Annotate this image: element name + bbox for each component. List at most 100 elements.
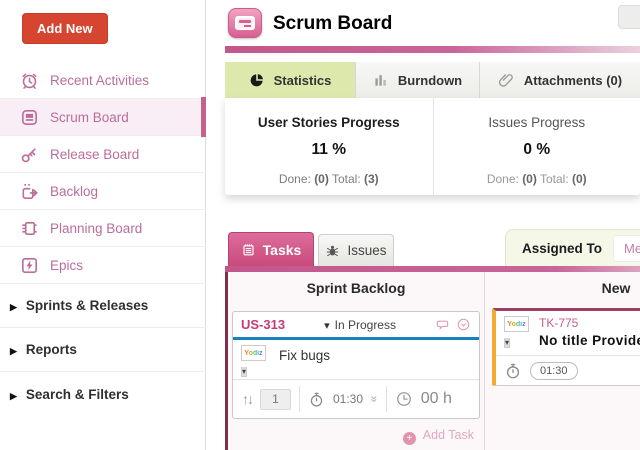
stopwatch-icon: [308, 391, 325, 408]
order-input[interactable]: 1: [260, 388, 291, 410]
sidebar-item-release-board[interactable]: Release Board: [0, 136, 206, 173]
card-id[interactable]: TK-775: [539, 316, 579, 330]
sidebar-item-planning-board[interactable]: Planning Board: [0, 210, 206, 247]
avatar-word: Yodiz: [507, 320, 526, 328]
avatar-dropdown-icon: [241, 367, 248, 377]
paperclip-icon: [498, 72, 515, 89]
expand-arrow-icon: [10, 342, 17, 357]
plus-circle-icon: +: [403, 432, 416, 445]
column-title: Sprint Backlog: [306, 280, 406, 296]
tab-burndown[interactable]: Burndown: [355, 62, 479, 98]
stat-done-total: Done: (0) Total: (3): [225, 172, 433, 186]
double-chevron-icon[interactable]: »: [367, 395, 382, 403]
expand-arrow-icon: [10, 298, 17, 313]
page-title: Scrum Board: [273, 13, 393, 34]
comment-icon[interactable]: [435, 317, 450, 332]
yodiz-logo-icon: Yodiz: [241, 345, 266, 361]
bar-chart-icon: [373, 72, 389, 88]
divider: [385, 386, 387, 412]
tab-label: Statistics: [273, 72, 332, 88]
board-accent-bar: [225, 266, 640, 272]
done-value: (0): [314, 172, 329, 186]
status-dropdown[interactable]: In Progress: [324, 318, 396, 332]
tab-statistics[interactable]: Statistics: [225, 62, 355, 107]
total-label: Total:: [539, 172, 569, 186]
stat-percent: 11 %: [311, 141, 346, 158]
add-task-link[interactable]: + Add Task: [232, 428, 480, 445]
sidebar-nav: Recent Activities Scrum Board Release Bo…: [0, 62, 206, 416]
chip-icon: [20, 219, 39, 238]
divider: [299, 386, 300, 412]
notepad-icon: [241, 242, 256, 257]
tab-label: Burndown: [397, 72, 463, 88]
sidebar-item-epics[interactable]: Epics: [0, 247, 206, 284]
bug-icon: [325, 243, 340, 258]
sidebar-item-recent-activities[interactable]: Recent Activities: [0, 62, 206, 99]
sidebar-group-label: Sprints & Releases: [25, 298, 149, 313]
column-new: New Yodiz TK-775 No title Provided: [486, 272, 640, 450]
card-text: TK-775 No title Provided: [539, 316, 640, 350]
yodiz-avatar[interactable]: Yodiz: [504, 316, 529, 350]
add-new-button[interactable]: Add New: [22, 13, 108, 44]
stat-title: Issues Progress: [488, 115, 586, 130]
tab-label: Issues: [347, 243, 387, 258]
logged-hours[interactable]: 00 h: [420, 390, 452, 407]
backlog-icon: [20, 182, 39, 201]
estimated-time[interactable]: 01:30: [530, 361, 578, 380]
avatar-dropdown-icon: [504, 338, 511, 348]
tab-issues[interactable]: Issues: [318, 234, 394, 266]
alarm-clock-icon: [20, 71, 39, 90]
sidebar-item-label: Scrum Board: [50, 109, 129, 125]
stat-title: User Stories Progress: [257, 115, 400, 130]
total-label: Total:: [331, 172, 361, 186]
card-id[interactable]: US-313: [241, 317, 286, 332]
sidebar-group-reports[interactable]: Reports: [0, 328, 206, 372]
statistics-panel: User Stories Progress 11 % Done: (0) Tot…: [225, 98, 640, 195]
add-task-label: Add Task: [422, 428, 474, 442]
sidebar-item-backlog[interactable]: Backlog: [0, 173, 206, 210]
card-title[interactable]: No title Provided: [539, 333, 640, 348]
task-card-us-313[interactable]: US-313 In Progress: [232, 311, 480, 419]
card-title[interactable]: Fix bugs: [279, 348, 331, 363]
scrum-board-icon: [20, 108, 39, 127]
tab-attachments[interactable]: Attachments (0): [479, 62, 640, 98]
stat-done-total: Done: (0) Total: (0): [434, 172, 640, 186]
key-icon: [20, 145, 39, 164]
card-header-icons: [435, 317, 471, 332]
sidebar-item-label: Backlog: [50, 183, 99, 199]
expand-arrow-icon: [10, 387, 17, 402]
chevron-circle-icon[interactable]: [456, 317, 471, 332]
stat-percent: 0 %: [523, 141, 551, 158]
sidebar-group-search-filters[interactable]: Search & Filters: [0, 372, 206, 416]
column-sprint-backlog: Sprint Backlog US-313 In Progress: [228, 272, 485, 450]
scrum-board-page-icon: [228, 8, 262, 38]
card-header: US-313 In Progress: [233, 312, 479, 337]
yodiz-avatar[interactable]: Yodiz: [241, 345, 266, 379]
stopwatch-icon: [504, 362, 522, 380]
avatar-word: Yodiz: [244, 349, 263, 357]
status-label: In Progress: [334, 317, 396, 332]
sidebar-item-label: Release Board: [50, 146, 140, 162]
tab-tasks[interactable]: Tasks: [228, 232, 314, 266]
tab-label: Tasks: [262, 241, 302, 258]
sidebar-item-label: Planning Board: [50, 220, 143, 236]
tab-label: Attachments (0): [523, 72, 623, 88]
assigned-to-dropdown[interactable]: Me: [613, 234, 640, 262]
assigned-to-panel: Assigned To Me: [505, 229, 640, 266]
assigned-to-label: Assigned To: [522, 240, 603, 256]
done-label: Done:: [486, 172, 519, 186]
sort-arrows-icon: ↑↓: [242, 391, 254, 407]
estimated-time[interactable]: 01:30: [333, 392, 364, 406]
user-stories-progress: User Stories Progress 11 % Done: (0) Tot…: [225, 98, 433, 195]
total-value: (0): [572, 172, 587, 186]
sidebar-item-scrum-board[interactable]: Scrum Board: [0, 97, 206, 137]
sidebar-group-sprints-releases[interactable]: Sprints & Releases: [0, 284, 206, 328]
card-body: Yodiz Fix bugs: [233, 340, 479, 379]
task-card-tk-775[interactable]: Yodiz TK-775 No title Provided 01:30: [492, 308, 640, 386]
lightning-icon: [20, 256, 39, 275]
sidebar-group-label: Reports: [25, 342, 77, 357]
sidebar: Add New Recent Activities Scrum Board: [0, 0, 206, 450]
card-glyph-icon: [235, 16, 255, 30]
statistics-tab-bar: Statistics Burndown Attachments (0): [225, 62, 640, 107]
column-title: New: [601, 280, 631, 296]
